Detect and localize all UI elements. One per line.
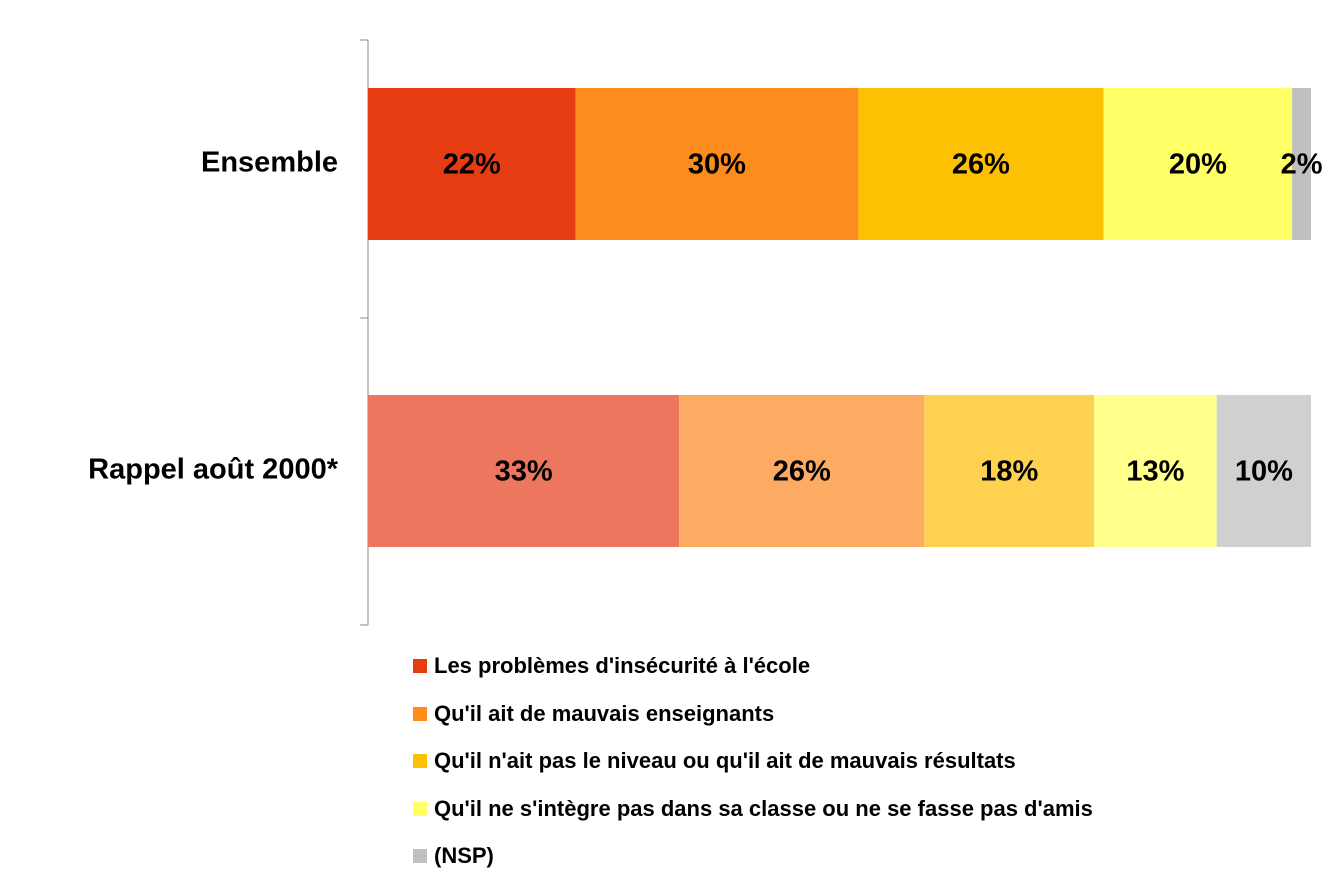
bar-segment	[1094, 395, 1217, 547]
data-label: 33%	[495, 456, 553, 488]
data-label: 13%	[1126, 456, 1184, 488]
data-label: 26%	[773, 456, 831, 488]
legend-swatch	[413, 754, 427, 768]
legend-swatch	[413, 849, 427, 863]
data-label: 10%	[1235, 456, 1293, 488]
bar-segment	[924, 395, 1095, 547]
legend-swatch	[413, 707, 427, 721]
legend-label: Qu'il n'ait pas le niveau ou qu'il ait d…	[434, 748, 1016, 773]
legend-label: Qu'il ne s'intègre pas dans sa classe ou…	[434, 796, 1093, 821]
bar-segment	[679, 395, 925, 547]
category-label: Rappel août 2000*	[88, 454, 339, 486]
legend-swatch	[413, 659, 427, 673]
legend-label: Qu'il ait de mauvais enseignants	[434, 701, 774, 726]
legend-label: Les problèmes d'insécurité à l'école	[434, 653, 810, 678]
bar-segment	[368, 88, 576, 240]
legend-swatch	[413, 802, 427, 816]
bar-segment	[1216, 395, 1311, 547]
data-label: 2%	[1281, 149, 1323, 181]
legend-label: (NSP)	[434, 843, 494, 868]
data-label: 30%	[688, 149, 746, 181]
category-label: Ensemble	[201, 147, 338, 179]
bar-segment	[858, 88, 1104, 240]
data-label: 26%	[952, 149, 1010, 181]
bar-segment	[1292, 88, 1311, 240]
data-label: 22%	[443, 149, 501, 181]
bar-segment	[575, 88, 859, 240]
bar-segment	[1103, 88, 1293, 240]
data-label: 18%	[980, 456, 1038, 488]
data-label: 20%	[1169, 149, 1227, 181]
bar-segment	[368, 395, 680, 547]
